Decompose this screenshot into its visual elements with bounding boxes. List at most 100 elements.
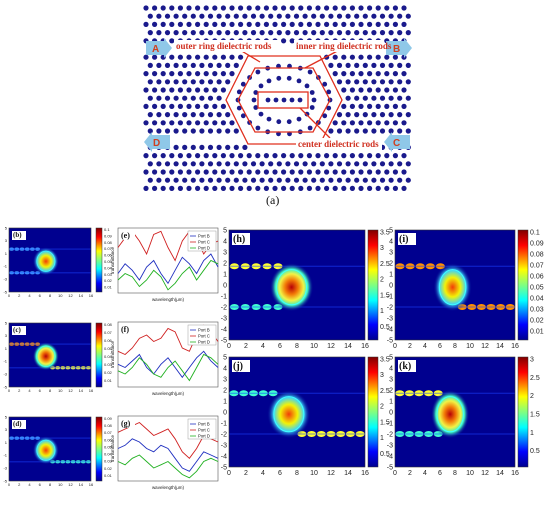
- outer-ring-hexagon: [225, 55, 343, 145]
- colorbar: [517, 229, 529, 341]
- dielectric-rod: [173, 13, 179, 19]
- dielectric-rod: [169, 5, 175, 11]
- y-tick-label: -3: [221, 315, 227, 322]
- dielectric-rod: [147, 112, 153, 118]
- outer-label-bg: [174, 40, 278, 52]
- dielectric-rod: [152, 169, 158, 175]
- dielectric-rod: [392, 71, 398, 77]
- legend-entry: Port C: [198, 240, 210, 245]
- dielectric-rod: [289, 185, 295, 191]
- legend-entry: Port C: [198, 428, 210, 433]
- x-tick-label: 8: [49, 293, 52, 298]
- dielectric-rod: [242, 144, 248, 150]
- inner-ring-rod: [309, 90, 315, 95]
- dielectric-rod: [143, 54, 149, 60]
- x-tick-label: 4: [261, 343, 265, 350]
- dielectric-rod: [336, 177, 343, 183]
- dielectric-rod: [263, 185, 269, 191]
- panel-c: 0 2 4 6 8 10 12 14 16 5 3 1 -1 -3 -5 0.08 0.07 0.06 0.05 0.…: [3, 320, 112, 393]
- dielectric-rod: [367, 103, 373, 109]
- dielectric-rod: [349, 21, 355, 27]
- dielectric-rod: [332, 153, 338, 159]
- dielectric-rod: [405, 95, 411, 101]
- dielectric-rod: [306, 185, 312, 191]
- dielectric-rod: [358, 21, 364, 27]
- outer-ring-rod: [322, 81, 328, 87]
- y-tick-label: -5: [221, 464, 227, 471]
- dielectric-rod: [349, 169, 355, 175]
- dielectric-rod: [177, 54, 183, 60]
- colorbar: [367, 356, 379, 468]
- inner-ring-rod: [304, 83, 310, 89]
- dielectric-rod: [341, 54, 347, 60]
- dielectric-rod: [160, 169, 166, 175]
- port-arrows: A B D C: [144, 38, 412, 152]
- dielectric-rod: [332, 5, 338, 11]
- colorbar-tick-label: 0.05: [104, 259, 113, 264]
- dielectric-rod: [199, 62, 205, 68]
- dielectric-rod: [152, 120, 158, 126]
- dielectric-rod: [156, 13, 162, 19]
- dielectric-rod: [203, 54, 209, 60]
- x-tick-label: 6: [438, 343, 442, 350]
- dielectric-rod: [354, 112, 360, 118]
- dielectric-rod: [341, 103, 347, 109]
- dielectric-rod: [242, 29, 248, 36]
- dielectric-rod: [388, 128, 394, 134]
- dielectric-rod: [182, 177, 188, 183]
- axes-frame: [228, 229, 366, 341]
- dielectric-rod: [220, 120, 226, 126]
- dielectric-rod: [328, 177, 334, 183]
- dielectric-rod: [255, 5, 261, 11]
- dielectric-rod: [216, 161, 222, 167]
- dielectric-rod: [238, 185, 244, 191]
- colorbar-tick-label: 0.5: [380, 324, 390, 331]
- inner-ring-rod: [286, 119, 292, 125]
- y-axis-label: transmittance: [110, 246, 115, 274]
- inner-ring-hexagon: [237, 67, 331, 133]
- center-rod: [289, 97, 295, 103]
- y-tick-label: -2: [221, 304, 227, 311]
- axes-frame: [8, 416, 92, 482]
- dielectric-rod: [156, 161, 162, 167]
- outer-ring-rod: [322, 113, 328, 119]
- dielectric-rod: [164, 79, 171, 85]
- x-tick-label: 2: [18, 482, 21, 487]
- dielectric-rod: [199, 161, 205, 167]
- dielectric-rod: [173, 177, 179, 183]
- dielectric-rod: [216, 62, 222, 68]
- panel-h: 0 2 4 6 8 10 12 14 16543210-1-2-3-4-53.532.521.5…: [221, 227, 390, 350]
- dielectric-rod: [212, 103, 218, 109]
- dielectric-rod: [311, 161, 317, 167]
- colorbar-tick-label: 0.02: [104, 278, 113, 283]
- panel-label-bg: [398, 360, 416, 372]
- colorbar-tick-label: 0.06: [530, 274, 544, 281]
- dielectric-rod: [143, 103, 149, 109]
- dielectric-rod: [143, 169, 149, 175]
- dielectric-rod: [341, 185, 347, 191]
- dielectric-rod: [375, 21, 381, 27]
- dielectric-rod: [160, 103, 166, 109]
- colorbar-tick-label: 0.07: [104, 430, 113, 435]
- dielectric-rod: [388, 79, 394, 85]
- resonator-ring: [36, 439, 56, 461]
- dielectric-rod: [203, 103, 209, 109]
- y-tick-label: 5: [5, 320, 8, 325]
- dielectric-rod: [212, 54, 218, 60]
- dielectric-rod: [212, 5, 218, 11]
- dielectric-rod: [289, 5, 295, 11]
- x-tick-label: 0: [393, 470, 397, 477]
- x-tick-label: 8: [295, 343, 299, 350]
- outer-ring-rod: [307, 125, 313, 131]
- dielectric-rod: [177, 21, 183, 27]
- colorbar-tick-label: 3: [380, 372, 384, 379]
- x-tick-label: 16: [511, 470, 519, 477]
- dielectric-rod: [392, 103, 398, 109]
- dielectric-rod: [345, 112, 351, 118]
- dielectric-rod: [345, 79, 351, 85]
- colorbar-tick-label: 1: [530, 430, 534, 437]
- dielectric-rod: [276, 177, 282, 183]
- panel-label: (b): [13, 231, 22, 239]
- dielectric-rod: [177, 71, 183, 77]
- dielectric-rod: [276, 161, 282, 167]
